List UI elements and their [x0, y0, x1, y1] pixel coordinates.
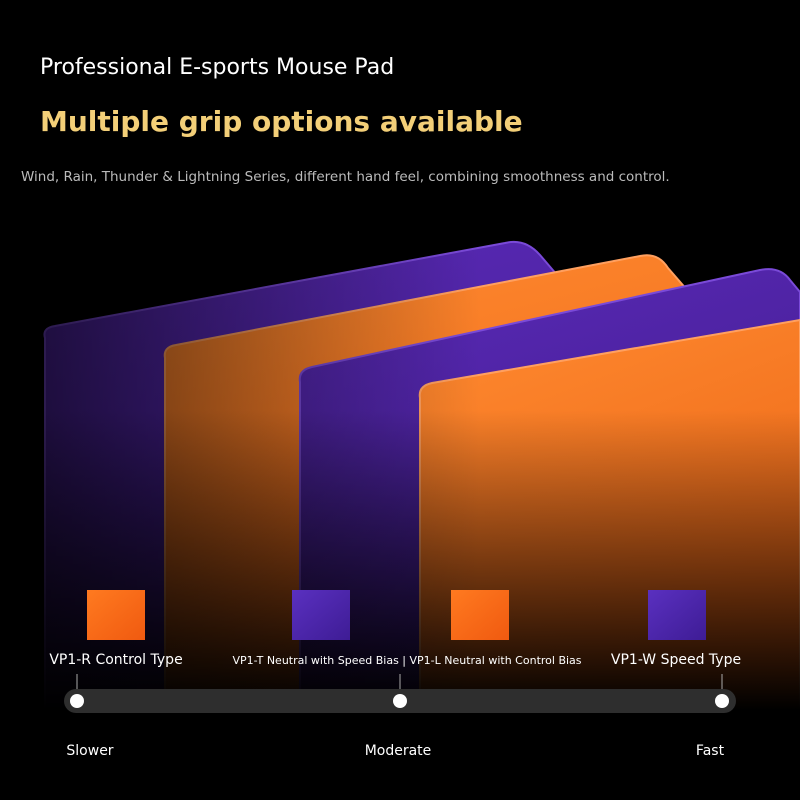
title: Professional E-sports Mouse Pad	[40, 55, 394, 80]
slider-dot	[70, 694, 84, 708]
subtitle: Wind, Rain, Thunder & Lightning Series, …	[21, 169, 670, 185]
swatches	[87, 590, 706, 640]
slider-dot	[393, 694, 407, 708]
scale-label: Moderate	[365, 743, 432, 759]
swatch-orange	[451, 590, 509, 640]
product-label: VP1-T Neutral with Speed Bias | VP1-L Ne…	[232, 654, 581, 667]
product-label: VP1-R Control Type	[49, 652, 182, 668]
scale-label: Fast	[696, 743, 725, 759]
scale-label: Slower	[66, 743, 113, 759]
swatch-purple	[648, 590, 706, 640]
product-label: VP1-W Speed Type	[611, 652, 741, 668]
swatch-orange	[87, 590, 145, 640]
swatch-purple	[292, 590, 350, 640]
headline: Multiple grip options available	[40, 105, 523, 138]
slider-dot	[715, 694, 729, 708]
